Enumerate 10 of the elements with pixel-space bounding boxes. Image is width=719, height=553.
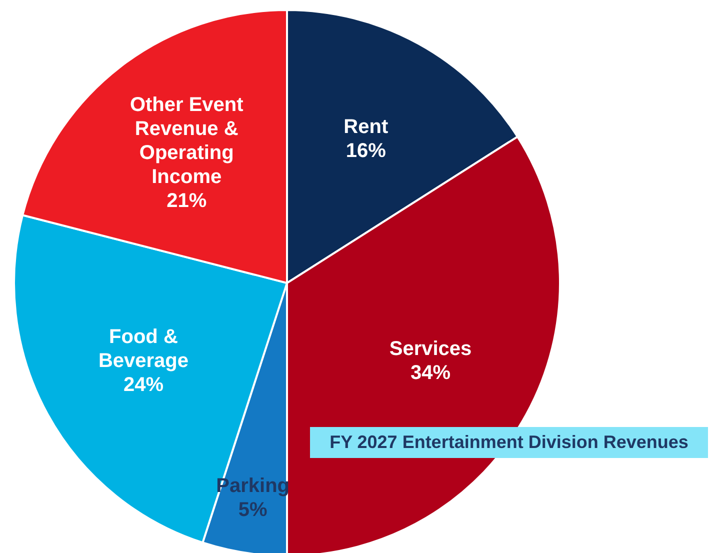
text: FY 2027 Entertainment Division Revenues: [330, 432, 688, 452]
slice-label: Food & Beverage: [98, 326, 188, 372]
data-label: 5%: [238, 498, 268, 521]
data-label: 16%: [346, 140, 386, 162]
slice-label: Services: [389, 338, 472, 360]
data-label: 24%: [123, 374, 164, 396]
slice-label: Other Event Revenue & Operating Income: [130, 94, 244, 188]
data-label: 34%: [410, 362, 451, 384]
data-label: 21%: [166, 190, 207, 212]
slice-label: Rent: [344, 116, 388, 138]
